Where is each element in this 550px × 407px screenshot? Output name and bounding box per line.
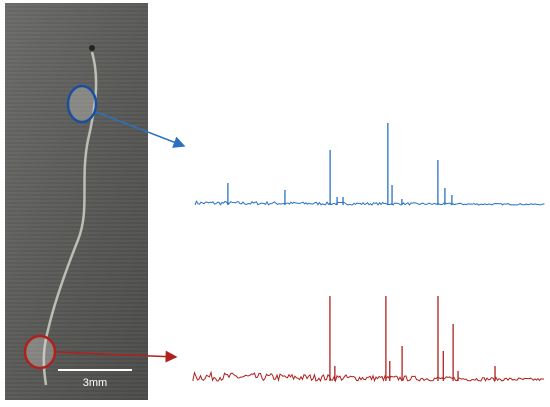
droplet (26, 337, 54, 367)
spectrum-baseline (192, 370, 545, 383)
arrow (95, 111, 186, 148)
spectrum-baseline (194, 200, 545, 206)
arrow (54, 350, 178, 363)
defect (89, 45, 95, 51)
droplet (69, 87, 95, 121)
scale-label: 3mm (83, 377, 107, 389)
photo-texture (5, 3, 148, 400)
blue-circle (66, 84, 98, 124)
